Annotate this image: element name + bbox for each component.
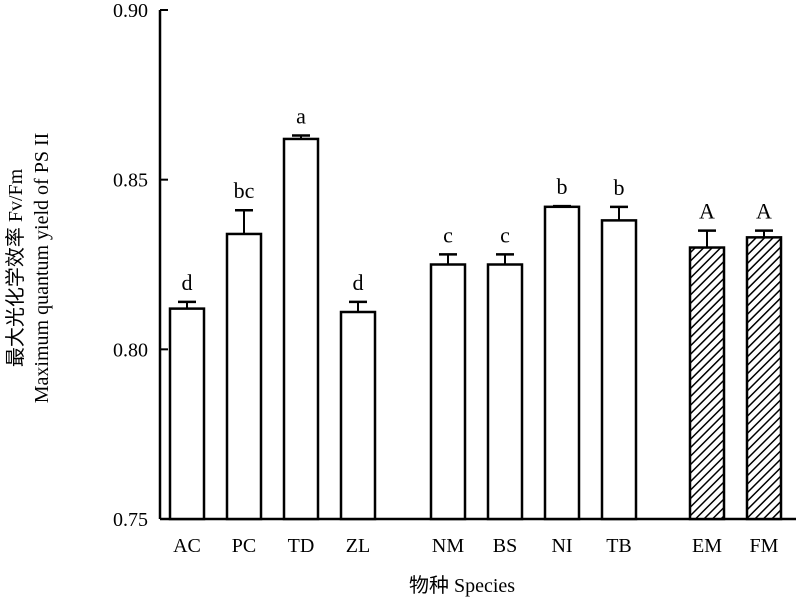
category-label: NI	[551, 535, 572, 557]
significance-letter: b	[557, 174, 568, 199]
category-label: BS	[493, 535, 517, 557]
category-label: EM	[692, 535, 722, 557]
significance-letters: d bc a d c c b b A A	[182, 104, 773, 295]
x-axis-title: 物种 Species	[409, 574, 515, 597]
bar-ni	[543, 205, 581, 521]
category-label: AC	[173, 535, 201, 557]
y-ticks: 0.75 0.80 0.85 0.90	[113, 0, 168, 531]
bar-td	[282, 137, 320, 521]
bar-tb	[600, 219, 638, 521]
bar-bs	[486, 263, 524, 521]
y-tick-label: 0.75	[113, 509, 148, 531]
bar-ac	[168, 307, 206, 521]
significance-letter: a	[296, 104, 306, 129]
significance-letter: b	[614, 175, 625, 200]
bar-fm	[745, 236, 783, 521]
bar-nm	[429, 263, 467, 521]
category-label: FM	[750, 535, 779, 557]
y-axis-title: 最大光化学效率 Fv/Fm Maximum quantum yield of P…	[4, 133, 53, 404]
error-bars	[178, 134, 773, 313]
significance-letter: A	[699, 199, 715, 224]
significance-letter: c	[443, 222, 453, 247]
category-label: ZL	[346, 535, 370, 557]
y-axis-title-line1: 最大光化学效率 Fv/Fm	[4, 168, 27, 367]
significance-letter: d	[182, 270, 193, 295]
y-tick-label: 0.85	[113, 170, 148, 192]
bars	[168, 137, 783, 521]
y-tick-label: 0.90	[113, 0, 148, 22]
category-label: PC	[232, 535, 256, 557]
category-label: NM	[432, 535, 464, 557]
y-axis-title-line2: Maximum quantum yield of PS II	[31, 133, 53, 404]
bar-pc	[225, 232, 263, 521]
significance-letter: d	[353, 270, 364, 295]
y-tick-label: 0.80	[113, 339, 148, 361]
category-label: TB	[606, 535, 632, 557]
significance-letter: A	[756, 199, 772, 224]
bar-zl	[339, 310, 377, 521]
significance-letter: c	[500, 222, 510, 247]
significance-letter: bc	[234, 178, 255, 203]
category-labels: AC PC TD ZL NM BS NI TB EM FM	[173, 535, 779, 557]
bar-em	[688, 246, 726, 521]
category-label: TD	[288, 535, 315, 557]
